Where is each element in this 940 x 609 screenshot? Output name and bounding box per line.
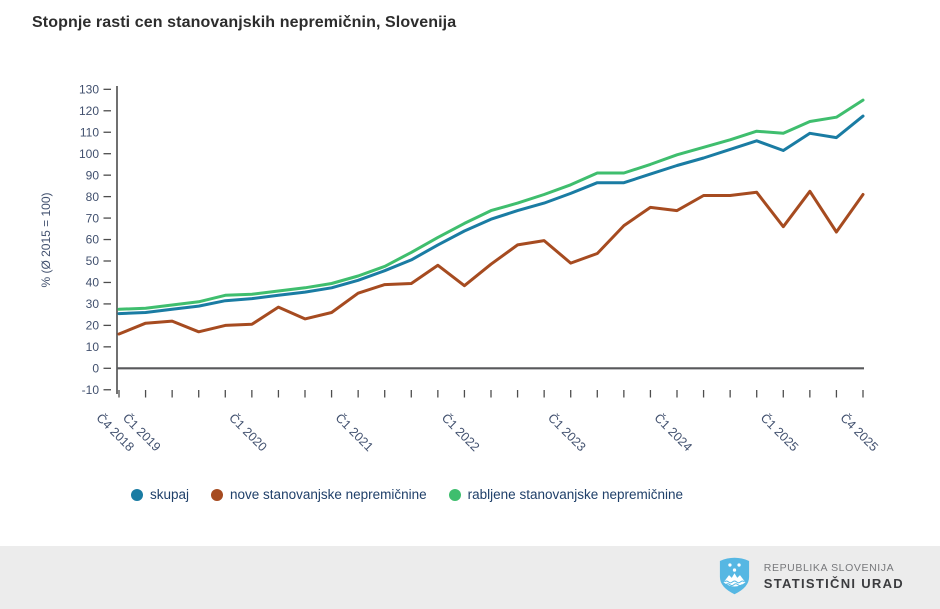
x-tick-label: Č1 2022 [439, 410, 483, 454]
legend-item-0[interactable]: skupaj [131, 487, 189, 502]
legend-dot-2 [448, 488, 461, 501]
x-tick-label: Č1 2025 [758, 410, 802, 454]
legend-dot-0 [131, 488, 143, 501]
footer-org-name: REPUBLIKA SLOVENIJA STATISTIČNI URAD [764, 562, 904, 591]
y-tick-label: 60 [86, 233, 100, 247]
footer-brand: REPUBLIKA SLOVENIJA STATISTIČNI URAD [719, 556, 904, 596]
y-axis-title: % (Ø 2015 = 100) [39, 192, 53, 287]
legend-dot-1 [211, 488, 224, 501]
x-tick-label: Č1 2024 [651, 410, 695, 454]
y-tick-label: 100 [79, 147, 99, 161]
y-tick-label: 10 [86, 340, 100, 354]
y-tick-label: 70 [86, 211, 100, 225]
line-chart: -10 0 10 20 30 40 50 60 70 80 90 100 110 120 130 % (Ø 2… [39, 83, 882, 455]
slovenia-coat-of-arms-icon [719, 557, 749, 595]
x-tick-label: Č1 2023 [545, 410, 589, 454]
y-tick-label: -10 [82, 383, 100, 397]
footer-org-line2: STATISTIČNI URAD [763, 575, 904, 591]
y-tick-label: 120 [79, 104, 99, 118]
y-tick-label: 30 [86, 297, 100, 311]
legend-label-2: rabljene stanovanjske nepremičnine [467, 487, 684, 502]
x-tick-label: Č1 2020 [226, 410, 270, 454]
y-tick-label: 130 [79, 83, 99, 97]
y-tick-label: 80 [86, 190, 100, 204]
series-line-2 [117, 98, 865, 311]
footer-org-line1: REPUBLIKA SLOVENIJA [763, 561, 895, 574]
legend-item-2[interactable]: rabljene stanovanjske nepremičnine [448, 487, 684, 502]
x-tick-label: Č1 2021 [333, 410, 377, 454]
y-tick-label: 90 [86, 168, 100, 182]
legend-label-0: skupaj [150, 487, 190, 502]
chart-legend: skupaj nove stanovanjske nepremičnine rabl… [131, 487, 683, 502]
series-line-0 [117, 114, 865, 316]
legend-item-1[interactable]: nove stanovanjske nepremičnine [211, 487, 427, 502]
chart-title: Stopnje rasti cen stanovanjskih nepremič… [32, 14, 457, 31]
series-line-1 [117, 189, 865, 336]
y-tick-label: 40 [86, 276, 100, 290]
x-tick-label: Č4 2025 [837, 410, 881, 454]
y-tick-label: 110 [80, 125, 99, 139]
y-tick-label: 50 [86, 254, 100, 268]
y-tick-label: 0 [92, 362, 99, 376]
legend-label-1: nove stanovanjske nepremičnine [230, 487, 427, 502]
y-tick-label: 20 [86, 319, 100, 333]
footer-bar: REPUBLIKA SLOVENIJA STATISTIČNI URAD [0, 546, 940, 609]
